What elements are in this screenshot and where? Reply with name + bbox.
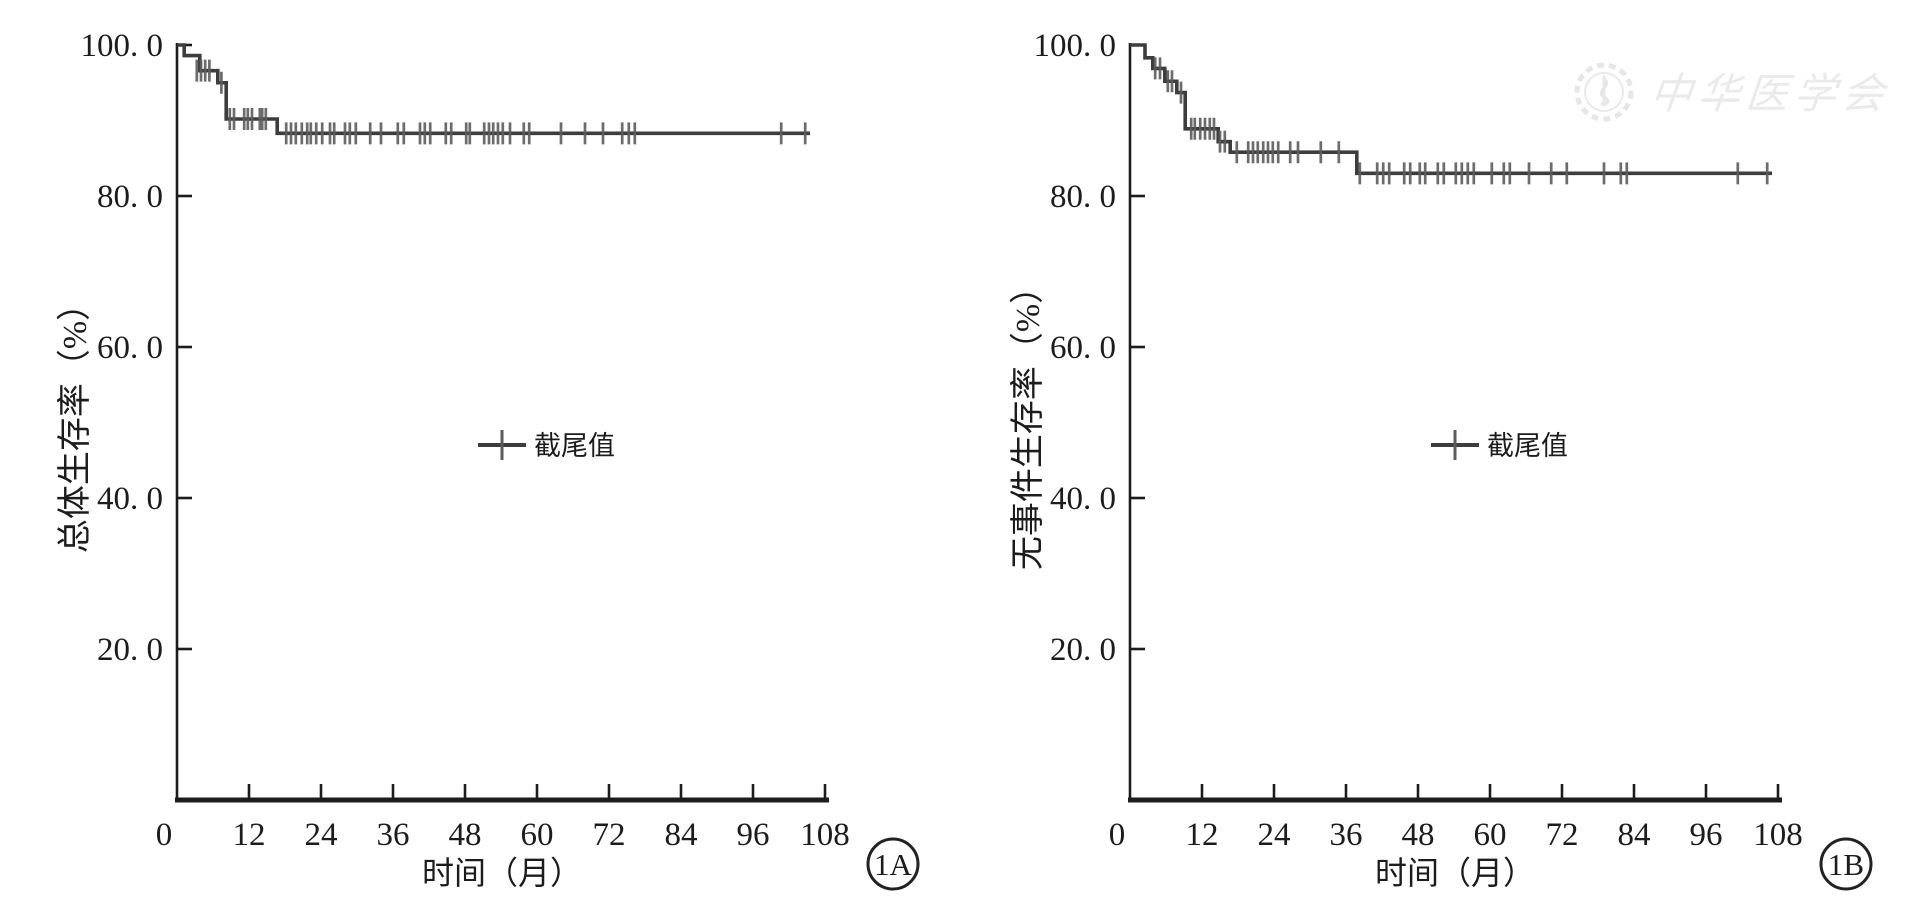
panel-tag-circle-1a [866,837,920,891]
y-axis-title-1a: 总体生存率（%） [56,287,94,553]
x-axis-title-1b: 时间（月） [1375,855,1535,891]
y-tick-label: 100. 0 [1034,28,1117,64]
y-tick-label: 60. 0 [97,330,163,366]
x-axis-title-1a: 时间（月） [422,855,582,891]
watermark: 中华医学会 [1574,62,1893,122]
censor-marks [195,59,807,145]
x-tick-label: 72 [1546,817,1579,853]
cma-emblem-icon [1574,62,1634,122]
x-tick-label: 0 [156,817,173,853]
x-tick-label: 12 [1186,817,1219,853]
plot-area-1b: 0 12 24 36 48 60 72 84 96 108 100. 0 80. 0 60. 0 40. … [1034,28,1803,853]
x-tick-label: 24 [1258,817,1291,853]
x-tick-label: 84 [1618,817,1651,853]
survival-curve [177,43,810,136]
legend-label-1b: 截尾值 [1487,431,1568,461]
x-tick-label: 108 [1753,817,1803,853]
x-tick-label: 96 [1690,817,1723,853]
x-tick-label: 60 [521,817,554,853]
legend-1b: 截尾值 [1431,430,1568,461]
plot-area-1a: 0 12 24 36 48 60 72 84 96 108 100. 0 80. 0 60. 0 40. … [81,28,850,853]
x-tick-label: 36 [1330,817,1363,853]
y-tick-label: 20. 0 [97,632,163,668]
x-tick-label: 0 [1109,817,1126,853]
panel-overall-survival: 0 12 24 36 48 60 72 84 96 108 100. 0 80. 0 60. 0 40. … [56,28,920,891]
y-tick-label: 100. 0 [81,28,164,64]
panel-tag-text-1b: 1B [1828,847,1864,882]
panel-event-free-survival: 0 12 24 36 48 60 72 84 96 108 100. 0 80. 0 60. 0 40. … [1009,28,1873,891]
x-tick-label: 48 [449,817,482,853]
y-tick-label: 40. 0 [97,481,163,517]
legend-1a: 截尾值 [478,430,615,461]
watermark-text: 中华医学会 [1648,71,1893,118]
x-tick-label: 12 [233,817,266,853]
y-tick-label: 60. 0 [1050,330,1116,366]
x-tick-label: 36 [377,817,410,853]
y-tick-label: 80. 0 [97,179,163,215]
x-tick-label: 96 [737,817,770,853]
x-tick-label: 60 [1474,817,1507,853]
panel-tag-1b: 1B [1819,837,1873,891]
panel-tag-1a: 1A [866,837,920,891]
y-tick-label: 20. 0 [1050,632,1116,668]
x-tick-label: 108 [800,817,850,853]
y-tick-label: 80. 0 [1050,179,1116,215]
legend-label-1a: 截尾值 [534,431,615,461]
x-tick-label: 84 [665,817,698,853]
panel-tag-circle-1b [1819,837,1873,891]
x-tick-label: 24 [305,817,338,853]
x-tick-label: 72 [593,817,626,853]
panel-tag-text-1a: 1A [874,847,913,882]
y-axis-title-1b: 无事件生存率（%） [1009,270,1047,570]
y-tick-label: 40. 0 [1050,481,1116,517]
x-tick-label: 48 [1402,817,1435,853]
censor-marks [1153,57,1769,185]
